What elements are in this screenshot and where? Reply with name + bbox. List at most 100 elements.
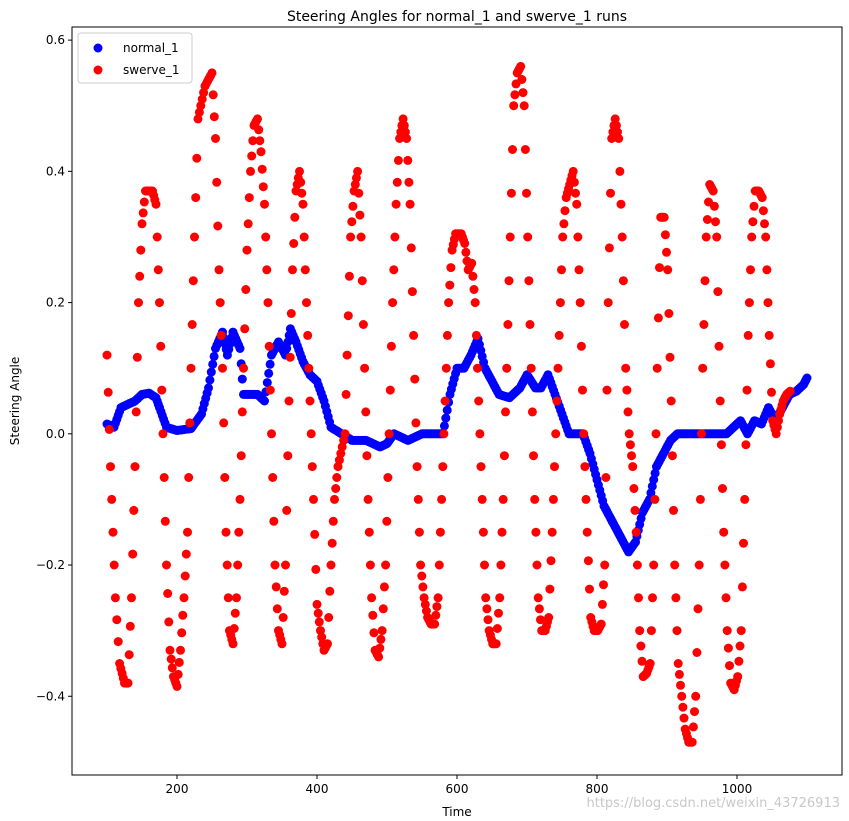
swerve_1-point	[667, 451, 677, 461]
swerve_1-point	[694, 560, 704, 570]
swerve_1-point	[110, 593, 120, 603]
swerve_1-point	[739, 538, 748, 548]
swerve_1-point	[442, 330, 452, 340]
normal_1-point	[209, 351, 219, 361]
swerve_1-point	[461, 247, 471, 257]
swerve_1-point	[737, 582, 747, 592]
swerve_1-point	[113, 637, 123, 647]
swerve_1-point	[503, 320, 513, 329]
swerve_1-point	[297, 188, 307, 198]
swerve_1-point	[747, 232, 757, 242]
swerve_1-point	[471, 330, 481, 340]
swerve_1-point	[216, 330, 226, 340]
swerve_1-point	[544, 613, 554, 622]
swerve_1-point	[502, 363, 512, 373]
swerve_1-point	[614, 134, 624, 143]
swerve_1-point	[303, 330, 313, 340]
legend-box	[77, 32, 193, 84]
swerve_1-point	[136, 245, 146, 255]
swerve_1-point	[579, 429, 589, 439]
swerve_1-point	[497, 527, 507, 537]
swerve_1-point	[508, 145, 517, 154]
swerve_1-point	[785, 386, 795, 396]
swerve_1-point	[184, 473, 194, 482]
swerve_1-point	[130, 462, 140, 472]
swerve_1-point	[634, 593, 643, 603]
swerve_1-point	[518, 88, 528, 98]
swerve_1-point	[407, 287, 417, 297]
swerve_1-point	[131, 407, 141, 417]
swerve_1-point	[174, 657, 184, 667]
swerve_1-point	[695, 494, 705, 504]
swerve_1-point	[357, 276, 367, 286]
swerve_1-point	[173, 669, 183, 679]
swerve_1-point	[311, 564, 321, 574]
swerve_1-point	[242, 245, 252, 255]
swerve_1-point	[261, 232, 271, 242]
swerve_1-point	[207, 68, 217, 78]
swerve_1-point	[102, 350, 112, 360]
y-tick-label: 0.2	[46, 296, 65, 310]
legend-marker-normal_1	[93, 43, 103, 53]
swerve_1-point	[137, 219, 147, 229]
swerve_1-point	[267, 429, 276, 439]
swerve_1-point	[167, 663, 177, 673]
swerve_1-point	[163, 589, 173, 598]
swerve_1-point	[510, 90, 520, 100]
swerve_1-point	[529, 451, 538, 461]
swerve_1-point	[405, 199, 415, 209]
swerve_1-point	[716, 440, 726, 450]
swerve_1-point	[392, 177, 402, 187]
swerve_1-point	[620, 320, 629, 329]
swerve_1-point	[527, 407, 537, 417]
swerve_1-point	[283, 451, 293, 461]
normal_1-point	[262, 378, 272, 388]
swerve_1-point	[278, 613, 288, 622]
swerve_1-point	[476, 462, 486, 472]
swerve_1-point	[445, 280, 455, 290]
swerve_1-point	[347, 217, 357, 227]
swerve_1-point	[740, 494, 750, 504]
swerve_1-point	[582, 527, 592, 537]
swerve_1-point	[742, 385, 752, 395]
swerve_1-point	[531, 527, 541, 537]
swerve_1-point	[230, 608, 240, 618]
swerve_1-point	[723, 643, 733, 653]
swerve_1-point	[128, 549, 138, 559]
swerve_1-point	[676, 680, 685, 690]
swerve_1-point	[368, 610, 378, 620]
swerve_1-point	[376, 634, 386, 644]
normal_1-point	[265, 359, 275, 369]
swerve_1-point	[735, 641, 745, 651]
swerve_1-point	[630, 505, 640, 515]
swerve_1-point	[760, 219, 769, 229]
swerve_1-point	[324, 613, 334, 622]
swerve_1-point	[367, 593, 377, 603]
swerve_1-point	[314, 617, 324, 627]
swerve_1-point	[649, 560, 659, 570]
swerve_1-point	[323, 639, 332, 649]
swerve_1-point	[332, 473, 342, 482]
swerve_1-point	[491, 639, 501, 649]
swerve_1-point	[223, 593, 233, 603]
swerve_1-point	[277, 639, 287, 649]
legend-label-swerve_1: swerve_1	[123, 63, 180, 77]
swerve_1-point	[418, 582, 428, 592]
swerve_1-point	[272, 604, 282, 614]
swerve_1-point	[386, 341, 396, 351]
normal_1-point	[206, 367, 216, 377]
swerve_1-point	[165, 645, 175, 655]
swerve_1-point	[578, 385, 587, 395]
swerve_1-point	[289, 239, 299, 248]
swerve_1-point	[279, 586, 289, 596]
swerve_1-point	[288, 265, 297, 275]
legend-marker-swerve_1	[93, 65, 103, 75]
swerve_1-point	[441, 363, 451, 373]
swerve_1-point	[327, 538, 337, 548]
swerve_1-point	[748, 217, 758, 227]
swerve_1-point	[767, 387, 776, 397]
swerve_1-point	[374, 652, 384, 662]
swerve_1-point	[444, 298, 454, 308]
swerve_1-point	[152, 232, 162, 242]
